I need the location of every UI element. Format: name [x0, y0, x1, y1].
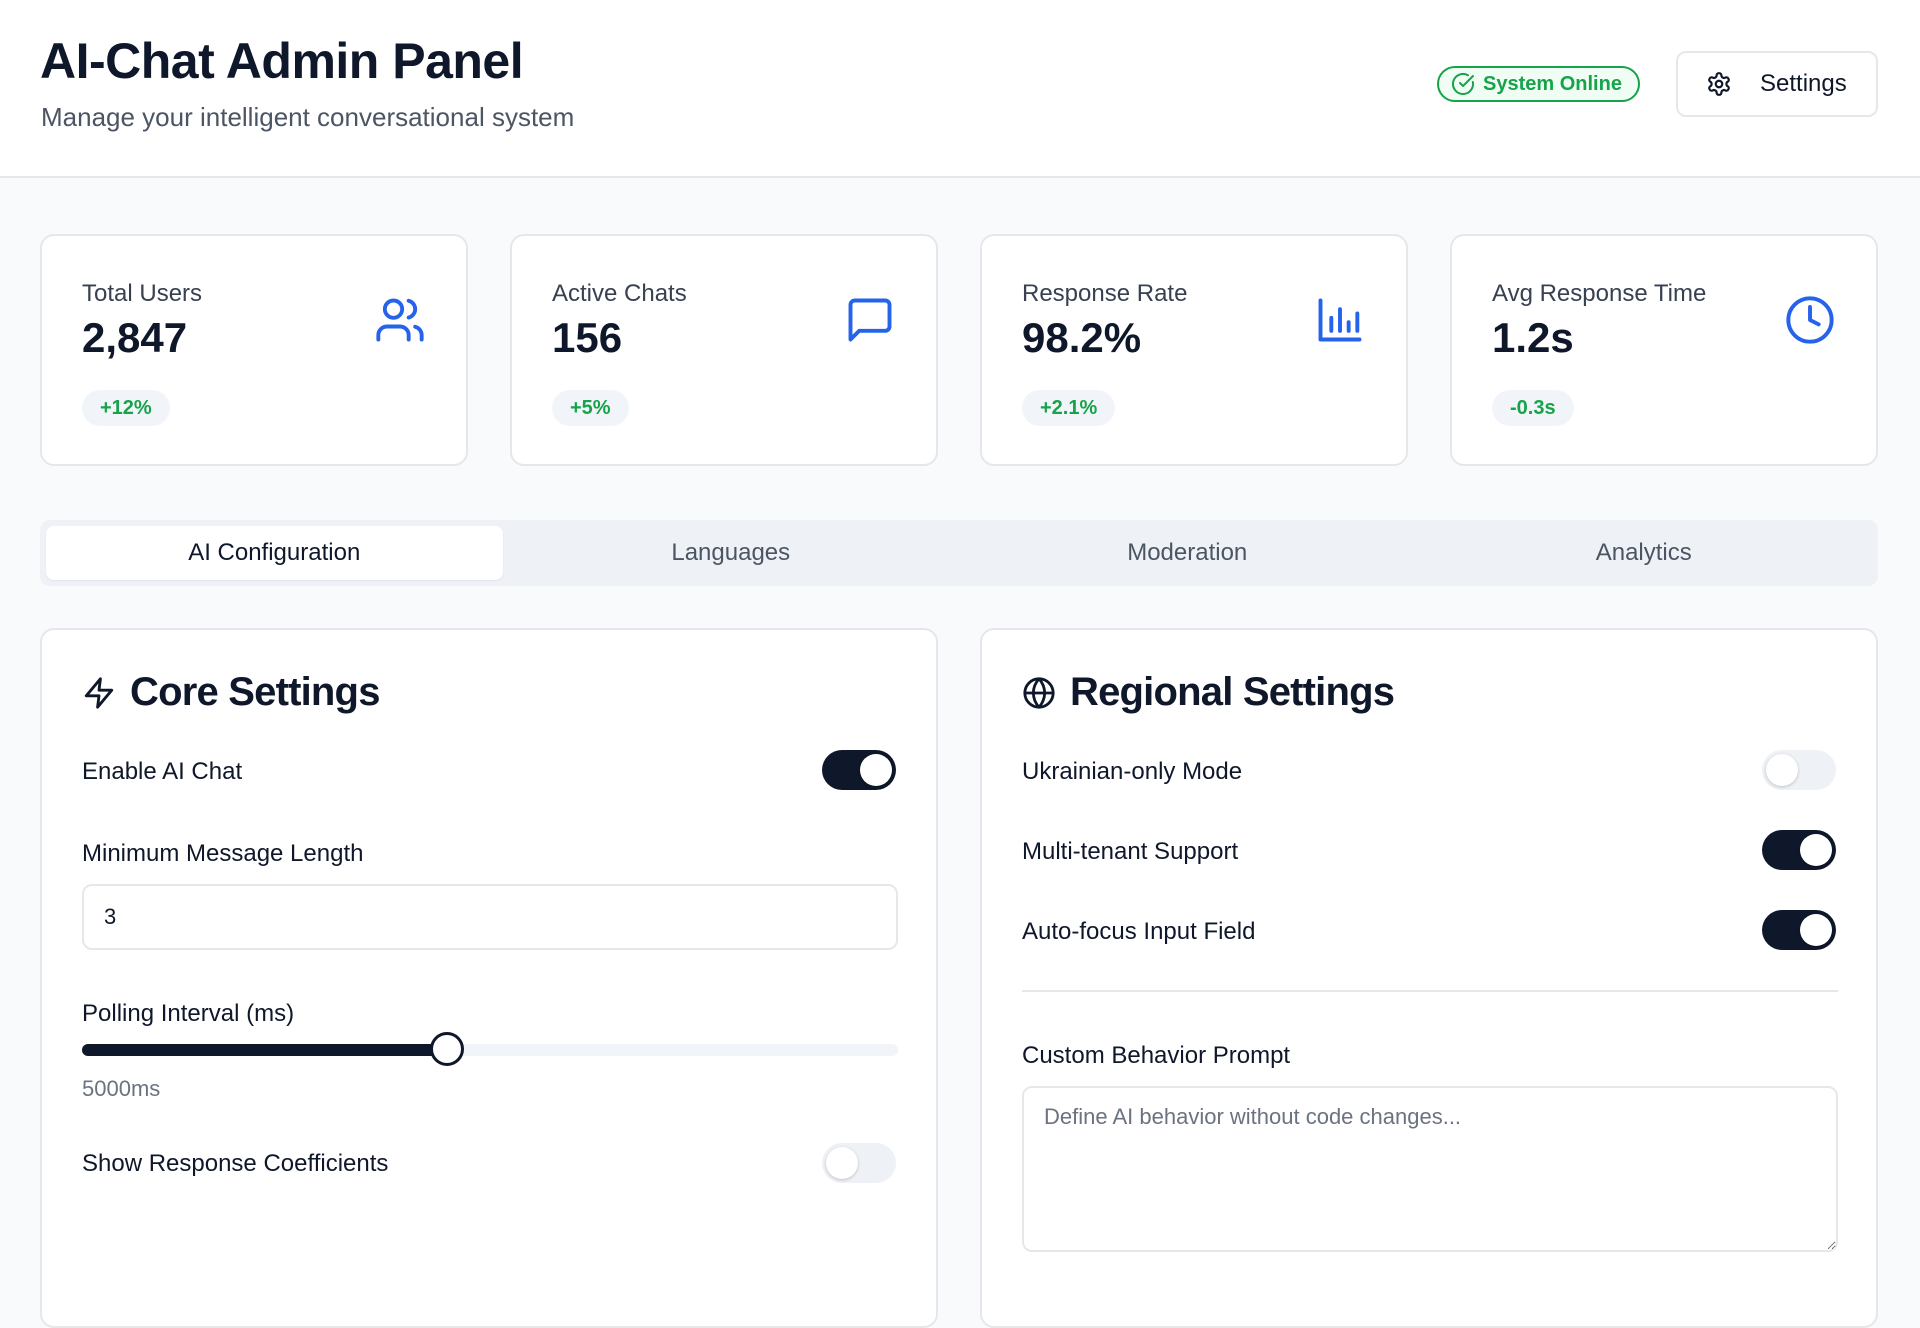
stat-change-badge: -0.3s	[1492, 390, 1574, 426]
multi-tenant-label: Multi-tenant Support	[1022, 838, 1239, 865]
core-settings-title: Core Settings	[130, 670, 380, 714]
polling-interval-slider[interactable]	[82, 1032, 898, 1066]
toggle-knob	[1800, 834, 1832, 866]
custom-prompt-label: Custom Behavior Prompt	[1022, 1042, 1291, 1069]
custom-prompt-textarea[interactable]	[1022, 1086, 1838, 1252]
status-badge: System Online	[1437, 66, 1640, 102]
polling-interval-label: Polling Interval (ms)	[82, 1000, 295, 1027]
auto-focus-toggle[interactable]	[1762, 910, 1836, 950]
status-badge-label: System Online	[1483, 72, 1622, 95]
stat-label: Active Chats	[552, 280, 687, 307]
stat-value: 156	[552, 314, 623, 361]
stat-card-total-users: Total Users 2,847 +12%	[40, 234, 468, 466]
multi-tenant-toggle[interactable]	[1762, 830, 1836, 870]
settings-button-label: Settings	[1760, 70, 1847, 97]
polling-interval-value: 5000ms	[82, 1076, 161, 1101]
enable-ai-chat-label: Enable AI Chat	[82, 758, 243, 785]
users-icon	[376, 298, 424, 342]
zap-icon	[84, 676, 114, 709]
toggle-knob	[826, 1147, 858, 1179]
clock-icon	[1786, 296, 1834, 344]
globe-icon	[1023, 676, 1055, 709]
page-header: AI-Chat Admin Panel Manage your intellig…	[0, 0, 1920, 178]
divider	[1022, 990, 1838, 992]
ukrainian-only-label: Ukrainian-only Mode	[1022, 758, 1243, 785]
stat-card-avg-response-time: Avg Response Time 1.2s -0.3s	[1450, 234, 1878, 466]
stat-card-active-chats: Active Chats 156 +5%	[510, 234, 938, 466]
stat-value: 2,847	[82, 314, 188, 361]
tab-analytics[interactable]: Analytics	[1595, 539, 1692, 566]
core-settings-heading: Core Settings	[82, 670, 380, 715]
stat-label: Total Users	[82, 280, 203, 307]
stat-label: Avg Response Time	[1492, 280, 1707, 307]
regional-settings-panel: Regional Settings Ukrainian-only Mode Mu…	[980, 628, 1878, 1328]
stat-change-badge: +12%	[82, 390, 170, 426]
check-circle-icon	[1452, 72, 1474, 95]
enable-ai-chat-toggle[interactable]	[822, 750, 896, 790]
tab-moderation[interactable]: Moderation	[1127, 539, 1248, 566]
ukrainian-only-toggle[interactable]	[1762, 750, 1836, 790]
tab-bar: AI Configuration Languages Moderation An…	[40, 520, 1878, 586]
stat-label: Response Rate	[1022, 280, 1188, 307]
core-settings-panel: Core Settings Enable AI Chat Minimum Mes…	[40, 628, 938, 1328]
stat-value: 98.2%	[1022, 314, 1142, 361]
bar-chart-icon	[1318, 298, 1362, 342]
tab-languages[interactable]: Languages	[671, 539, 791, 566]
stat-card-response-rate: Response Rate 98.2% +2.1%	[980, 234, 1408, 466]
toggle-knob	[1766, 754, 1798, 786]
slider-thumb[interactable]	[429, 1032, 464, 1066]
regional-settings-title: Regional Settings	[1070, 670, 1395, 714]
show-coefficients-toggle[interactable]	[822, 1143, 896, 1183]
toggle-knob	[860, 754, 892, 786]
stat-change-badge: +2.1%	[1022, 390, 1116, 426]
slider-fill	[82, 1044, 447, 1056]
min-message-length-label: Minimum Message Length	[82, 840, 364, 867]
stat-value: 1.2s	[1492, 314, 1574, 361]
regional-settings-heading: Regional Settings	[1022, 670, 1395, 715]
toggle-knob	[1800, 914, 1832, 946]
auto-focus-label: Auto-focus Input Field	[1022, 918, 1256, 945]
settings-button[interactable]: Settings	[1676, 51, 1878, 117]
stat-change-badge: +5%	[552, 390, 629, 426]
page-title: AI-Chat Admin Panel	[40, 33, 524, 89]
tab-ai-configuration[interactable]: AI Configuration	[46, 526, 503, 580]
page-subtitle: Manage your intelligent conversational s…	[41, 102, 575, 132]
show-coefficients-label: Show Response Coefficients	[82, 1150, 389, 1177]
gear-icon	[1708, 72, 1730, 96]
min-message-length-input[interactable]	[82, 884, 898, 950]
message-square-icon	[848, 298, 892, 342]
